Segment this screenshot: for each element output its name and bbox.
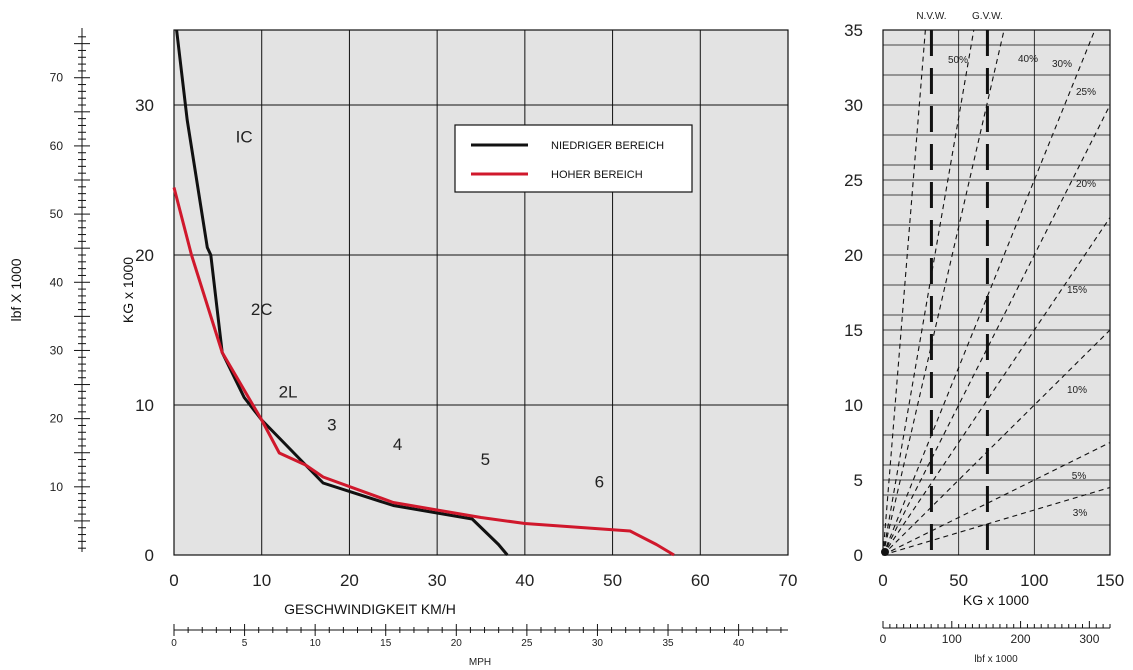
secondary-x-tick-label: 20 xyxy=(451,638,463,649)
x-tick-label: 40 xyxy=(515,571,534,590)
grade-line xyxy=(882,486,1111,556)
x-tick-label: 20 xyxy=(340,571,359,590)
grade-line xyxy=(882,29,926,556)
right-secondary-x-tick-label: 100 xyxy=(942,632,962,646)
right-secondary-x-tick-label: 300 xyxy=(1079,632,1099,646)
region-label: 2L xyxy=(279,383,298,402)
secondary-y-tick-label: 10 xyxy=(50,480,64,494)
y-axis-title: KG x 1000 xyxy=(120,257,136,323)
right-y-tick-label: 0 xyxy=(854,546,863,565)
secondary-x-tick-label: 15 xyxy=(380,638,392,649)
grade-label: 15% xyxy=(1067,285,1087,296)
plot-area-right xyxy=(882,29,1111,556)
region-label: IC xyxy=(236,128,253,147)
secondary-x-tick-label: 40 xyxy=(733,638,745,649)
secondary-x-tick-label: 5 xyxy=(242,638,248,649)
grade-line xyxy=(882,29,975,556)
secondary-x-tick-label: 10 xyxy=(310,638,322,649)
secondary-x-tick-label: 35 xyxy=(662,638,674,649)
right-x-axis-title: KG x 1000 xyxy=(963,592,1029,608)
grade-label: 30% xyxy=(1052,59,1072,70)
x-tick-label: 10 xyxy=(252,571,271,590)
secondary-x-tick-label: 25 xyxy=(521,638,533,649)
right-x-tick-label: 50 xyxy=(949,571,968,590)
right-y-tick-label: 35 xyxy=(844,21,863,40)
grade-label: 3% xyxy=(1073,508,1088,519)
right-secondary-x-axis-title: lbf x 1000 xyxy=(974,654,1018,665)
grade-line xyxy=(882,217,1111,556)
grade-line xyxy=(882,29,1096,556)
region-label: 2C xyxy=(251,300,273,319)
right-x-tick-label: 100 xyxy=(1020,571,1048,590)
legend-box xyxy=(454,124,693,193)
y-tick-label: 10 xyxy=(135,396,154,415)
region-label: 6 xyxy=(595,473,604,492)
vertical-marker-label: G.V.W. xyxy=(972,11,1003,22)
x-tick-label: 50 xyxy=(603,571,622,590)
grade-line xyxy=(882,104,1111,556)
y-tick-label: 30 xyxy=(135,96,154,115)
secondary-y-tick-label: 50 xyxy=(50,207,64,221)
right-y-tick-label: 30 xyxy=(844,96,863,115)
secondary-y-tick-label: 70 xyxy=(50,71,64,85)
secondary-y-tick-label: 40 xyxy=(50,275,64,289)
y-tick-label: 20 xyxy=(135,246,154,265)
region-label: 5 xyxy=(481,450,490,469)
legend-label: NIEDRIGER BEREICH xyxy=(551,140,664,152)
right-x-tick-label: 150 xyxy=(1096,571,1124,590)
grade-label: 25% xyxy=(1076,87,1096,98)
y-tick-label: 0 xyxy=(145,546,154,565)
vertical-marker-label: N.V.W. xyxy=(916,11,946,22)
right-secondary-x-tick-label: 200 xyxy=(1011,632,1031,646)
grade-label: 5% xyxy=(1072,471,1087,482)
origin-marker xyxy=(881,548,889,556)
secondary-y-tick-label: 30 xyxy=(50,343,64,357)
right-x-tick-label: 0 xyxy=(878,571,887,590)
secondary-x-tick-label: 30 xyxy=(592,638,604,649)
secondary-y-tick-label: 20 xyxy=(50,412,64,426)
right-y-tick-label: 20 xyxy=(844,246,863,265)
x-tick-label: 70 xyxy=(779,571,798,590)
grade-line xyxy=(882,442,1111,556)
region-label: 3 xyxy=(327,416,336,435)
x-axis-title: GESCHWINDIGKEIT KM/H xyxy=(284,601,456,617)
plot-area-left xyxy=(173,29,789,556)
right-y-tick-label: 25 xyxy=(844,171,863,190)
series-line-hoher xyxy=(172,187,675,557)
grade-label: 20% xyxy=(1076,179,1096,190)
right-y-tick-label: 10 xyxy=(844,396,863,415)
x-tick-label: 0 xyxy=(169,571,178,590)
right-y-tick-label: 15 xyxy=(844,321,863,340)
region-label: 4 xyxy=(393,435,402,454)
secondary-y-axis-title: lbf X 1000 xyxy=(8,258,24,321)
grade-label: 50% xyxy=(948,55,968,66)
right-y-tick-label: 5 xyxy=(854,471,863,490)
secondary-y-tick-label: 60 xyxy=(50,139,64,153)
grade-label: 10% xyxy=(1067,385,1087,396)
secondary-x-tick-label: 0 xyxy=(171,638,177,649)
x-tick-label: 60 xyxy=(691,571,710,590)
legend-label: HOHER BEREICH xyxy=(551,169,643,181)
grade-label: 40% xyxy=(1018,54,1038,65)
x-tick-label: 30 xyxy=(428,571,447,590)
right-secondary-x-tick-label: 0 xyxy=(880,632,887,646)
secondary-x-axis-title: MPH xyxy=(469,657,491,668)
